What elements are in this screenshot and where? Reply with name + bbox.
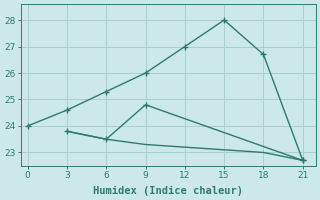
X-axis label: Humidex (Indice chaleur): Humidex (Indice chaleur) <box>93 186 244 196</box>
